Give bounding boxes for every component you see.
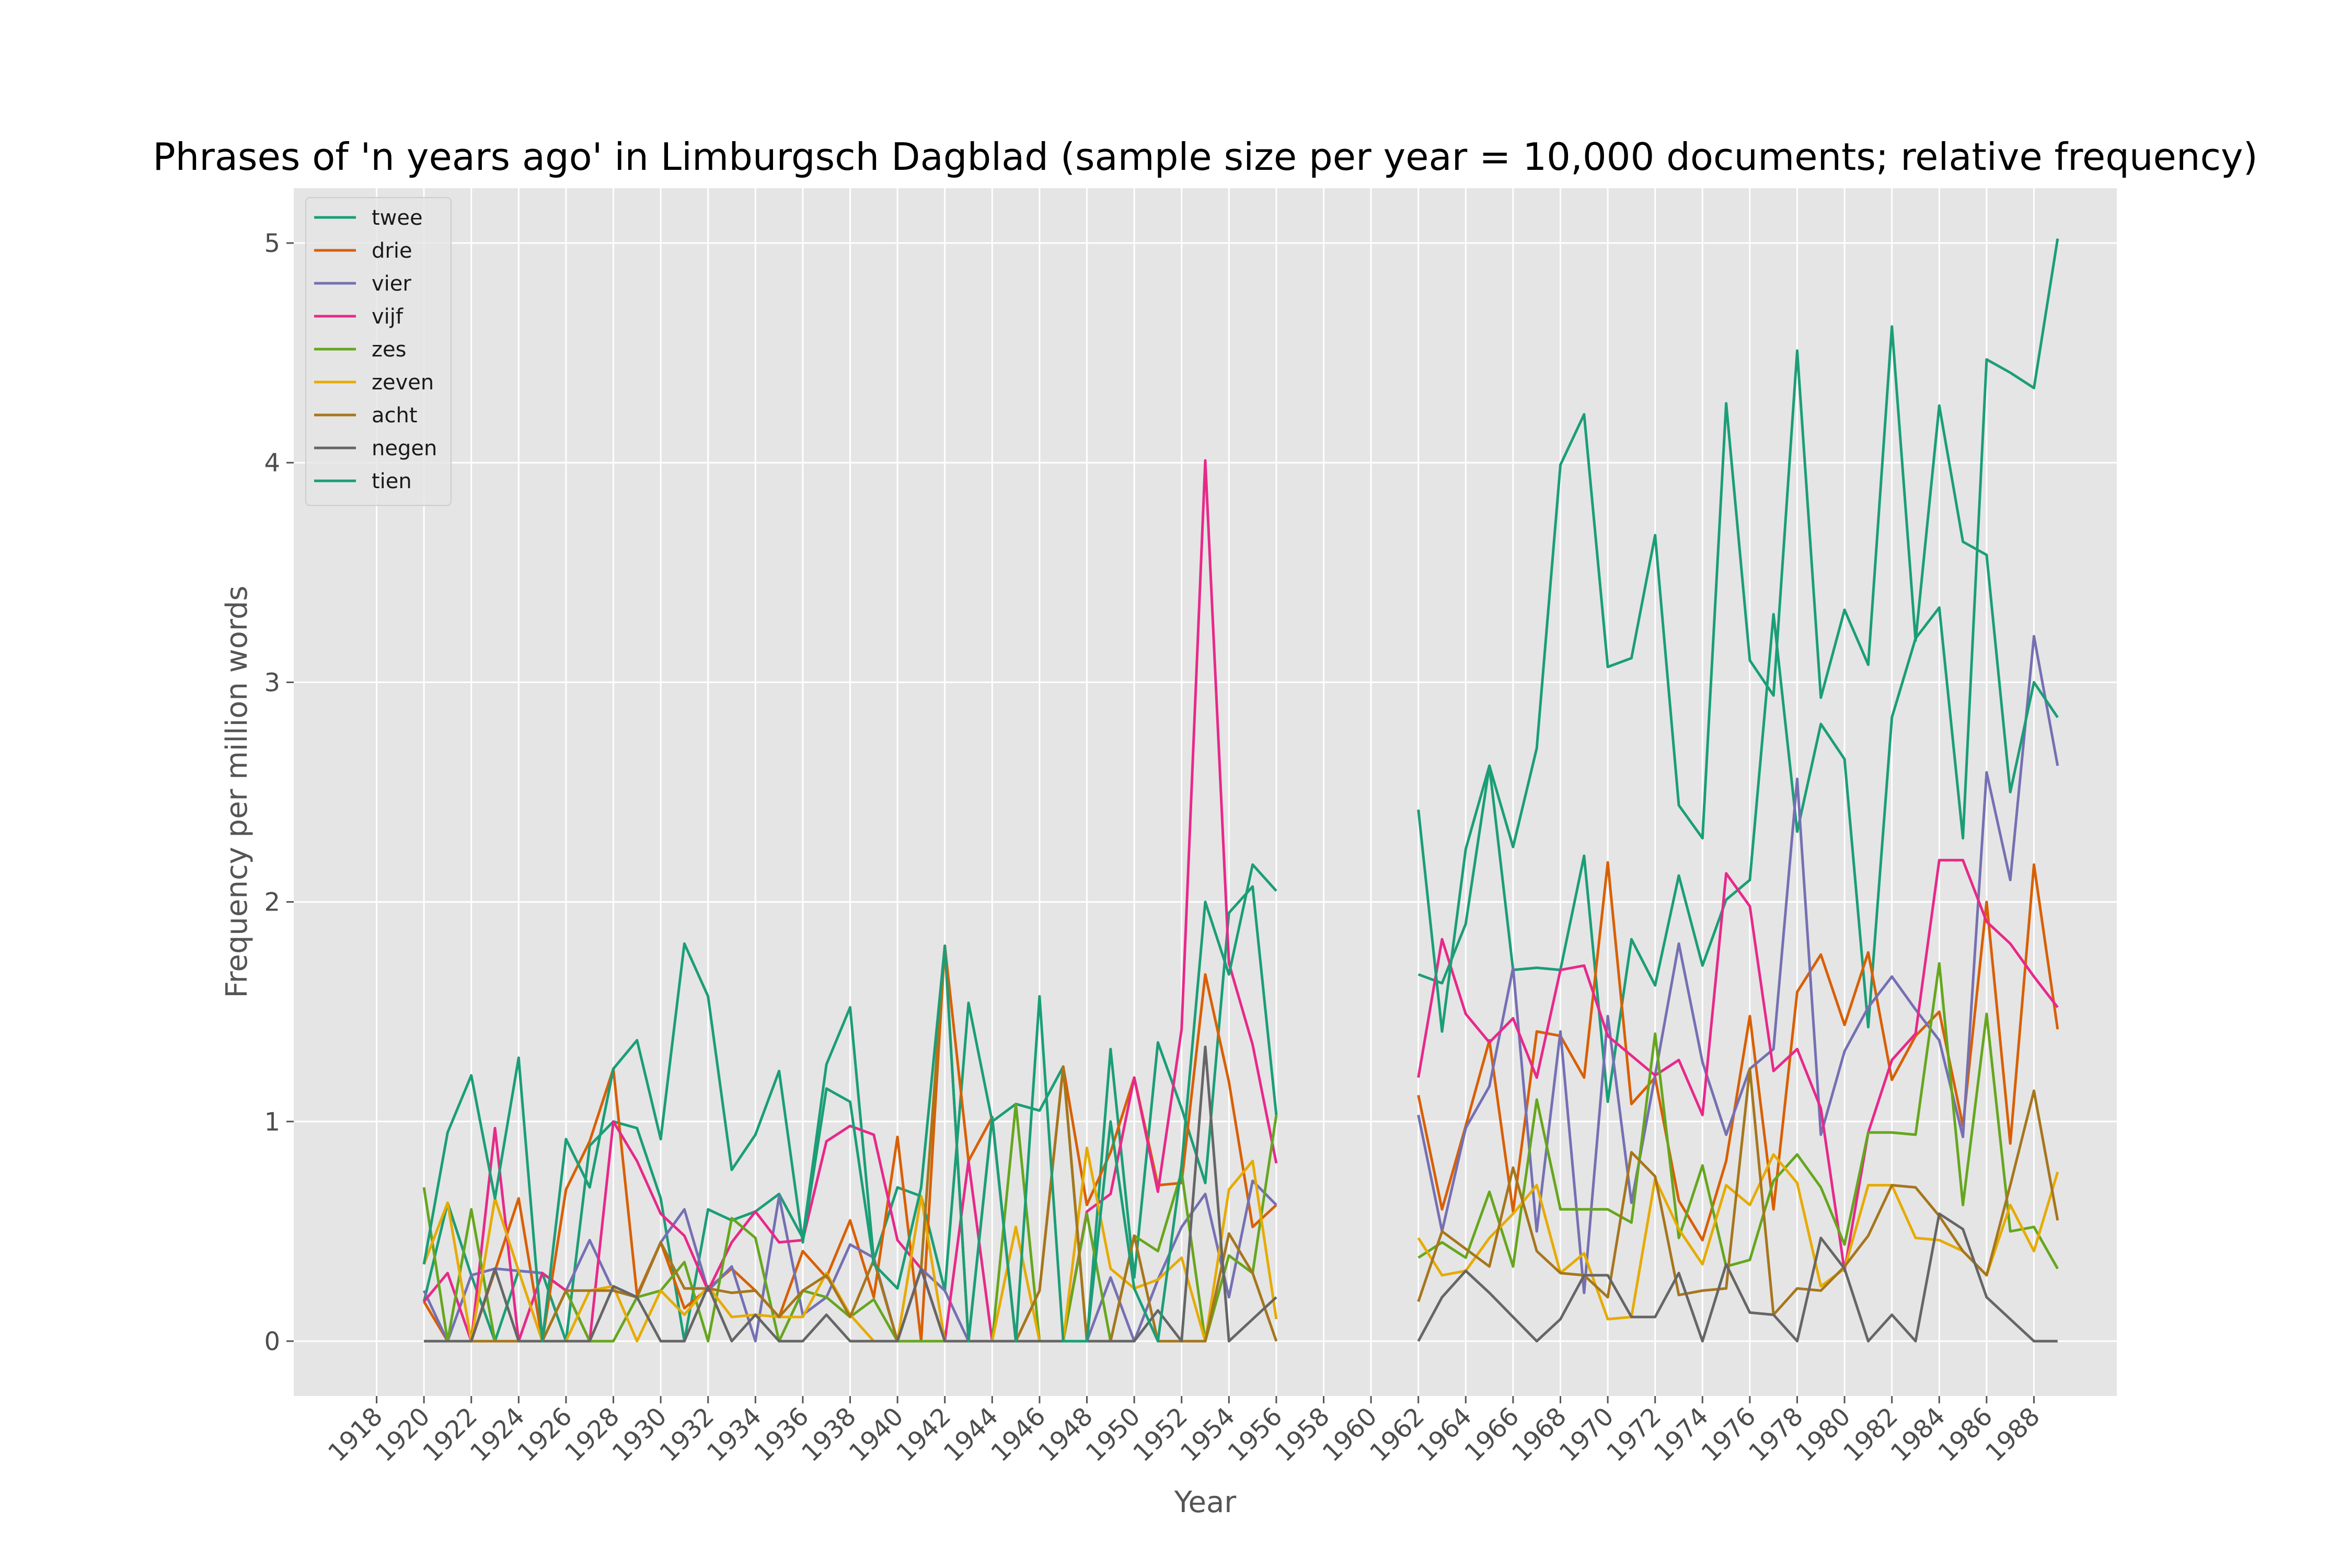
- legend-label: vier: [372, 272, 411, 296]
- y-tick-label: 0: [264, 1327, 280, 1356]
- y-axis-ticks: 0 1 2 3 4 5: [264, 229, 294, 1356]
- y-tick-label: 1: [264, 1108, 280, 1137]
- legend-label: tien: [372, 469, 412, 493]
- y-tick-label: 5: [264, 229, 280, 258]
- series-line-acht: [1417, 1067, 2059, 1316]
- y-axis-label: Frequency per million words: [220, 585, 254, 998]
- series-line-negen: [1417, 1212, 2058, 1343]
- x-axis-label: Year: [1174, 1485, 1237, 1519]
- series-line-vijf: [1417, 859, 2059, 1272]
- plot-area: [294, 188, 2117, 1396]
- y-tick-label: 2: [264, 888, 280, 917]
- series-tien: [422, 325, 2059, 1343]
- legend-label: drie: [372, 239, 412, 263]
- legend: twee drie vier vijf zes zeven acht negen tien: [305, 197, 452, 506]
- legend-label: zes: [372, 338, 406, 362]
- series-line-tien: [422, 863, 1277, 1343]
- y-tick-label: 3: [264, 668, 280, 697]
- series-line-acht: [424, 944, 1278, 1343]
- legend-label: twee: [372, 206, 423, 230]
- grid: [294, 188, 2117, 1396]
- legend-box: [305, 197, 452, 506]
- series-line-zeven: [1417, 1153, 2059, 1321]
- legend-label: negen: [372, 436, 437, 460]
- y-tick-label: 4: [264, 448, 280, 478]
- legend-label: vijf: [372, 305, 403, 329]
- chart-title: Phrases of 'n years ago' in Limburgsch D…: [153, 135, 2258, 179]
- series-acht: [424, 944, 2059, 1343]
- series-line-tien: [1417, 325, 2059, 1033]
- series-group: [422, 238, 2059, 1343]
- series-line-zes: [1417, 962, 2059, 1270]
- legend-label: zeven: [372, 371, 434, 395]
- series-line-drie: [1417, 861, 2059, 1242]
- series-line-negen: [424, 1045, 1277, 1343]
- series-negen: [424, 1045, 2058, 1343]
- legend-label: acht: [372, 403, 418, 428]
